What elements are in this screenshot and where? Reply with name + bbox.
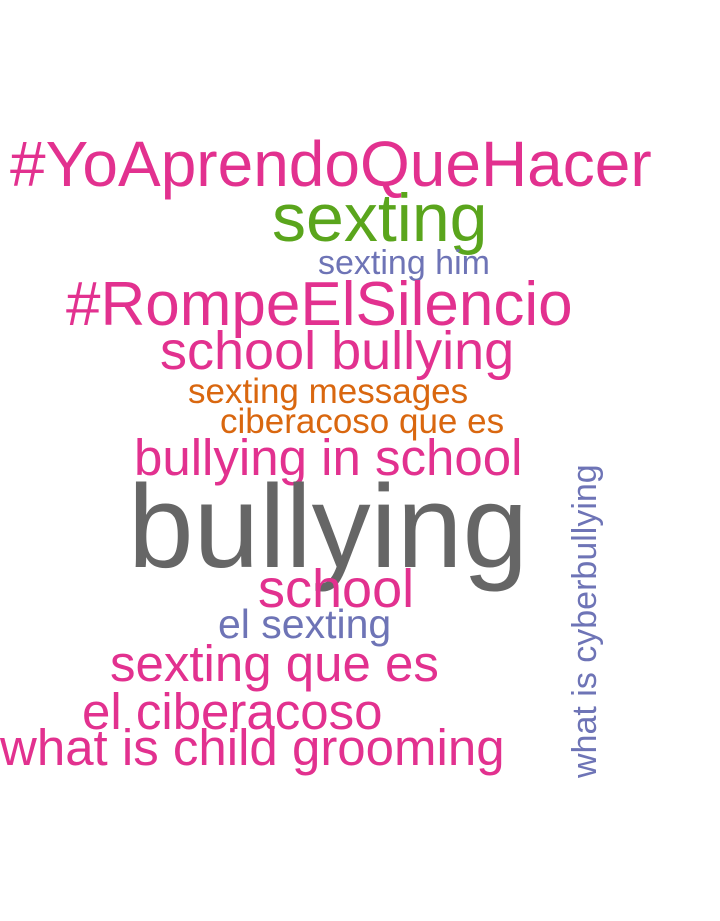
word-el-ciberacoso: el ciberacoso	[82, 683, 383, 740]
word-what-is-cyberbullying: what is cyberbullying	[566, 464, 604, 778]
word-bullying-in-school: bullying in school	[134, 429, 523, 486]
word-school-bullying: school bullying	[160, 321, 515, 381]
word-bullying: bullying	[128, 461, 529, 593]
word-el-sexting: el sexting	[218, 601, 392, 647]
word-yoaprendoquehacer: #YoAprendoQueHacer	[10, 128, 652, 200]
word-sexting-him: sexting him	[318, 244, 490, 282]
word-school: school	[258, 559, 415, 619]
word-sexting: sexting	[272, 180, 488, 256]
word-ciberacoso-que-es: ciberacoso que es	[220, 402, 505, 441]
word-what-is-child-grooming: what is child grooming	[0, 719, 505, 776]
word-sexting-messages: sexting messages	[188, 372, 469, 411]
word-rompeelsilencio: #RompeElSilencio	[66, 270, 573, 339]
word-sexting-que-es: sexting que es	[110, 635, 439, 692]
